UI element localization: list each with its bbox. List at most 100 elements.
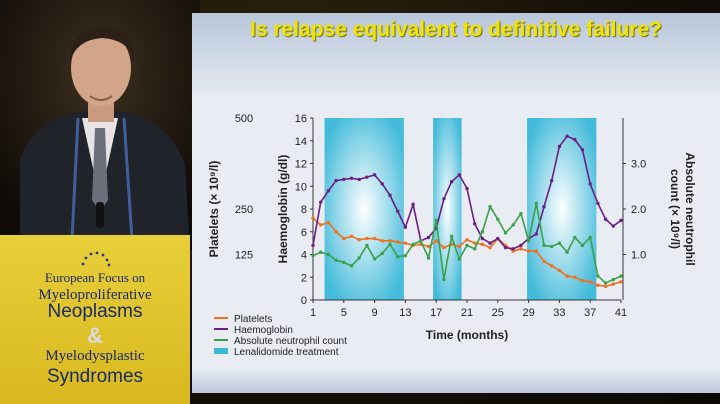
y-tick-label: 4 [301, 250, 307, 262]
data-point [311, 216, 315, 220]
platelet-tick-label: 500 [235, 113, 253, 125]
platelet-axis-title: Platelets (× 10⁹/l) [207, 161, 221, 258]
x-tick-label: 37 [584, 307, 596, 319]
data-point [403, 225, 408, 229]
data-point [426, 256, 431, 260]
legend-label: Haemoglobin [234, 325, 293, 336]
y-tick-label: 6 [301, 227, 307, 239]
data-point [603, 281, 608, 285]
anc-tick-label: 3.0 [631, 159, 646, 171]
data-point [565, 250, 569, 254]
data-point [573, 235, 577, 240]
data-point [542, 205, 546, 209]
data-point [342, 236, 346, 241]
legend-label: Platelets [234, 314, 272, 325]
data-point [388, 239, 392, 243]
x-tick-label: 25 [492, 307, 504, 319]
data-point [342, 260, 346, 265]
data-point [480, 242, 485, 246]
data-point [449, 234, 454, 238]
data-point [465, 186, 469, 191]
data-point [511, 247, 515, 251]
lab-values-chart: 0 2 4 6 8 10 12 14 16 1 5 9 13 17 21 25 29 33 37 41 500 250 12… [207, 113, 697, 358]
x-tick-label: 17 [430, 307, 442, 319]
data-point [534, 249, 538, 253]
data-point [580, 243, 585, 248]
data-point [473, 241, 477, 245]
treatment-band-2 [433, 118, 462, 300]
data-point [380, 251, 384, 256]
data-point [565, 134, 569, 138]
data-point [550, 244, 554, 249]
data-point [619, 218, 623, 223]
data-point [526, 249, 531, 253]
treatment-band-3 [527, 118, 597, 300]
y-tick-label: 10 [295, 181, 307, 193]
data-point [380, 182, 384, 186]
data-point [619, 274, 623, 278]
event-line-4: Myelodysplastic [45, 348, 145, 364]
data-point [473, 222, 477, 226]
data-point [311, 253, 315, 258]
event-line-2: Myeloproliferative [38, 287, 152, 303]
data-point [442, 245, 446, 250]
slide-header-band [192, 13, 720, 93]
anc-axis-title-line1: Absolute neutrophil [683, 152, 697, 265]
x-tick-label: 1 [310, 307, 316, 319]
data-point [388, 193, 392, 198]
data-point [580, 148, 585, 152]
data-point [396, 209, 400, 213]
data-point [357, 256, 361, 260]
data-point [449, 180, 454, 184]
data-point [357, 238, 361, 242]
data-point [619, 280, 623, 284]
x-tick-label: 21 [461, 307, 473, 319]
data-point [349, 234, 354, 238]
platelet-tick-label: 125 [235, 250, 253, 262]
event-line-3: Neoplasms [47, 301, 143, 322]
data-point [534, 232, 538, 236]
data-point [496, 217, 500, 221]
data-point [380, 239, 384, 243]
slide-footer-band [192, 368, 720, 393]
data-point [534, 201, 538, 206]
y-tick-label: 8 [301, 204, 307, 216]
data-point [496, 236, 500, 241]
y-tick-label: 0 [301, 295, 307, 307]
data-point [511, 223, 515, 227]
data-point [372, 173, 377, 177]
data-point [372, 236, 377, 241]
data-point [519, 247, 523, 251]
data-point [403, 253, 408, 258]
data-point [342, 177, 346, 182]
data-point [596, 274, 600, 278]
data-point [596, 283, 600, 287]
data-point [319, 223, 323, 227]
x-tick-label: 5 [341, 307, 347, 319]
data-point [365, 243, 369, 248]
data-point [457, 173, 461, 177]
presentation-slide: Is relapse equivalent to definitive fail… [192, 13, 720, 393]
x-tick-label: 29 [522, 307, 534, 319]
anc-axis-title-line2: count (× 10⁹/l) [668, 169, 682, 249]
data-point [434, 218, 438, 223]
data-point [426, 235, 431, 240]
data-point [419, 239, 423, 243]
data-point [411, 242, 415, 246]
data-point [465, 238, 469, 242]
anc-axis-title: Absolute neutrophilcount (× 10⁹/l) [668, 152, 697, 265]
x-tick-label: 41 [615, 307, 627, 319]
data-point [388, 242, 392, 246]
data-point [473, 247, 477, 251]
y-tick-label: 2 [301, 272, 307, 284]
x-axis-title: Time (months) [426, 328, 508, 342]
data-point [550, 178, 554, 183]
data-point [557, 268, 562, 273]
data-point [442, 277, 446, 282]
anc-tick-label: 2.0 [631, 204, 646, 216]
data-point [365, 236, 369, 241]
data-point [372, 257, 377, 261]
y-tick-label: 16 [295, 113, 307, 125]
y-tick-label: 14 [295, 136, 307, 148]
